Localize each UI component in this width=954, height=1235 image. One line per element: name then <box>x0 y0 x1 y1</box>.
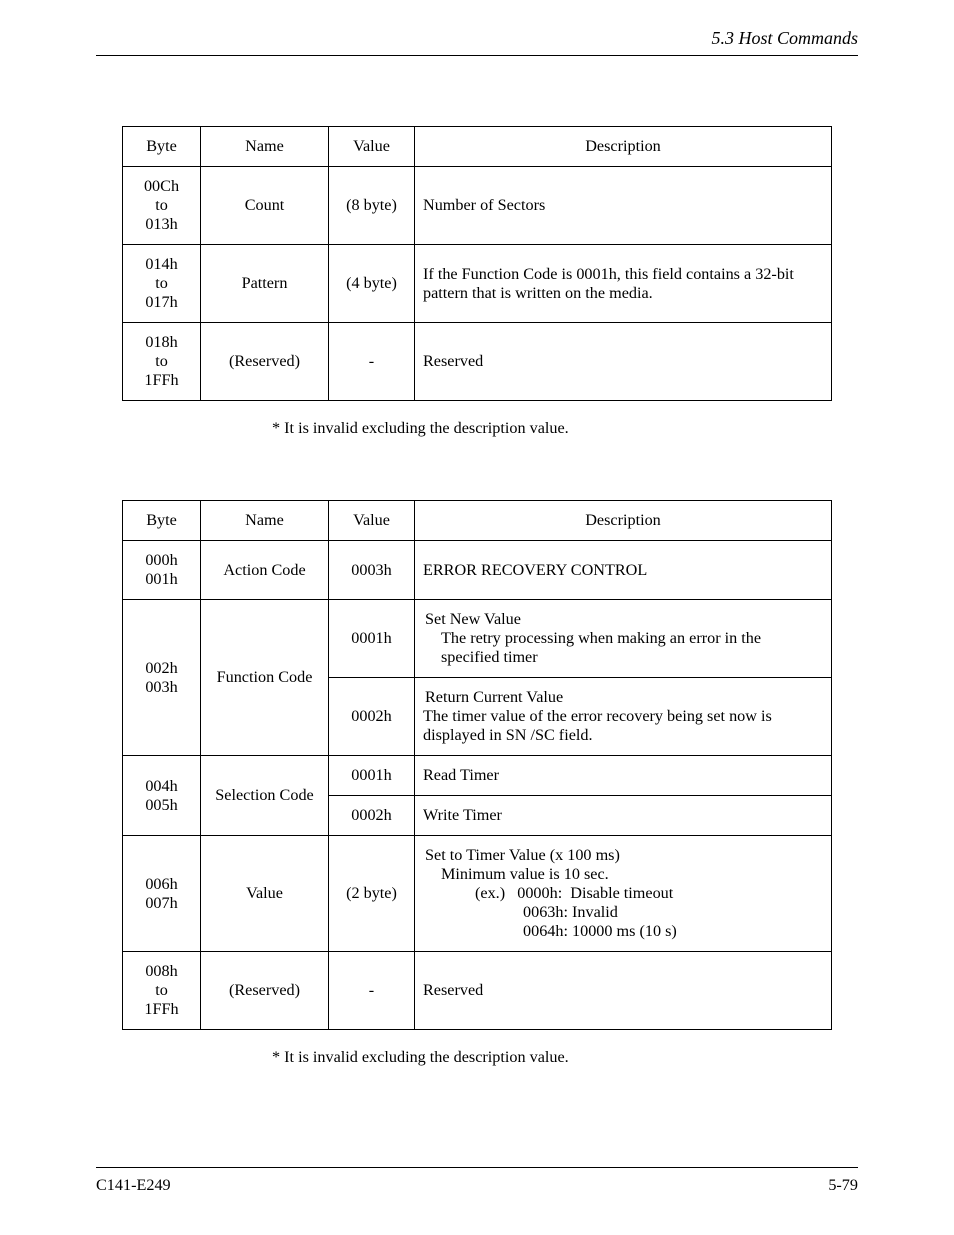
table-row: 008h to 1FFh (Reserved) - Reserved <box>123 952 832 1030</box>
col-header-value: Value <box>329 501 415 541</box>
cell-desc: Set to Timer Value (x 100 ms) Minimum va… <box>415 836 832 952</box>
cell-byte: 000h 001h <box>123 541 201 600</box>
col-header-name: Name <box>201 501 329 541</box>
cell-name: Selection Code <box>201 756 329 836</box>
table-row: 004h 005h Selection Code 0001h Read Time… <box>123 756 832 796</box>
cell-value: - <box>329 952 415 1030</box>
header-rule <box>96 55 858 56</box>
cell-byte: 018h to 1FFh <box>123 323 201 401</box>
cell-value: 0001h <box>329 600 415 678</box>
table-2: Byte Name Value Description 000h 001h Ac… <box>122 500 832 1030</box>
desc-line: Minimum value is 10 sec. <box>423 865 823 884</box>
table-row: 018h to 1FFh (Reserved) - Reserved <box>123 323 832 401</box>
page-footer: C141-E249 5-79 <box>96 1167 858 1195</box>
table-row: 00Ch to 013h Count (8 byte) Number of Se… <box>123 167 832 245</box>
desc-line: Set New Value <box>423 610 823 629</box>
cell-value: (2 byte) <box>329 836 415 952</box>
cell-byte: 004h 005h <box>123 756 201 836</box>
cell-name: (Reserved) <box>201 323 329 401</box>
cell-value: 0001h <box>329 756 415 796</box>
cell-desc: Read Timer <box>415 756 832 796</box>
cell-value: (4 byte) <box>329 245 415 323</box>
cell-name: Value <box>201 836 329 952</box>
cell-value: (8 byte) <box>329 167 415 245</box>
cell-desc: If the Function Code is 0001h, this fiel… <box>415 245 832 323</box>
cell-byte: 014h to 017h <box>123 245 201 323</box>
cell-value: 0002h <box>329 678 415 756</box>
cell-name: Pattern <box>201 245 329 323</box>
table-row: 002h 003h Function Code 0001h Set New Va… <box>123 600 832 678</box>
table-row: 006h 007h Value (2 byte) Set to Timer Va… <box>123 836 832 952</box>
cell-desc: Number of Sectors <box>415 167 832 245</box>
col-header-desc: Description <box>415 501 832 541</box>
cell-name: Action Code <box>201 541 329 600</box>
footer-rule <box>96 1167 858 1168</box>
cell-byte: 006h 007h <box>123 836 201 952</box>
table-row: Byte Name Value Description <box>123 501 832 541</box>
cell-name: Function Code <box>201 600 329 756</box>
col-header-name: Name <box>201 127 329 167</box>
col-header-desc: Description <box>415 127 832 167</box>
table-row: 014h to 017h Pattern (4 byte) If the Fun… <box>123 245 832 323</box>
cell-desc: Set New Value The retry processing when … <box>415 600 832 678</box>
footer-page-num: 5-79 <box>828 1176 858 1195</box>
page-header-section: 5.3 Host Commands <box>96 28 858 55</box>
table-row: Byte Name Value Description <box>123 127 832 167</box>
cell-desc: Reserved <box>415 952 832 1030</box>
cell-desc: ERROR RECOVERY CONTROL <box>415 541 832 600</box>
desc-line: The retry processing when making an erro… <box>423 629 823 667</box>
desc-line: Return Current Value <box>423 688 823 707</box>
desc-line: (ex.) 0000h: Disable timeout <box>423 884 823 903</box>
desc-line: 0064h: 10000 ms (10 s) <box>423 922 823 941</box>
cell-desc: Return Current Value The timer value of … <box>415 678 832 756</box>
col-header-byte: Byte <box>123 501 201 541</box>
cell-value: - <box>329 323 415 401</box>
col-header-value: Value <box>329 127 415 167</box>
desc-line: The timer value of the error recovery be… <box>423 707 823 745</box>
col-header-byte: Byte <box>123 127 201 167</box>
cell-byte: 00Ch to 013h <box>123 167 201 245</box>
desc-line: 0063h: Invalid <box>423 903 823 922</box>
table-row: 000h 001h Action Code 0003h ERROR RECOVE… <box>123 541 832 600</box>
cell-desc: Write Timer <box>415 796 832 836</box>
cell-byte: 002h 003h <box>123 600 201 756</box>
table-1-note: * It is invalid excluding the descriptio… <box>272 419 858 438</box>
table-1: Byte Name Value Description 00Ch to 013h… <box>122 126 832 401</box>
cell-value: 0003h <box>329 541 415 600</box>
cell-desc: Reserved <box>415 323 832 401</box>
cell-byte: 008h to 1FFh <box>123 952 201 1030</box>
desc-line: Set to Timer Value (x 100 ms) <box>423 846 823 865</box>
table-2-note: * It is invalid excluding the descriptio… <box>272 1048 858 1067</box>
cell-name: (Reserved) <box>201 952 329 1030</box>
footer-doc-id: C141-E249 <box>96 1176 171 1195</box>
cell-value: 0002h <box>329 796 415 836</box>
cell-name: Count <box>201 167 329 245</box>
